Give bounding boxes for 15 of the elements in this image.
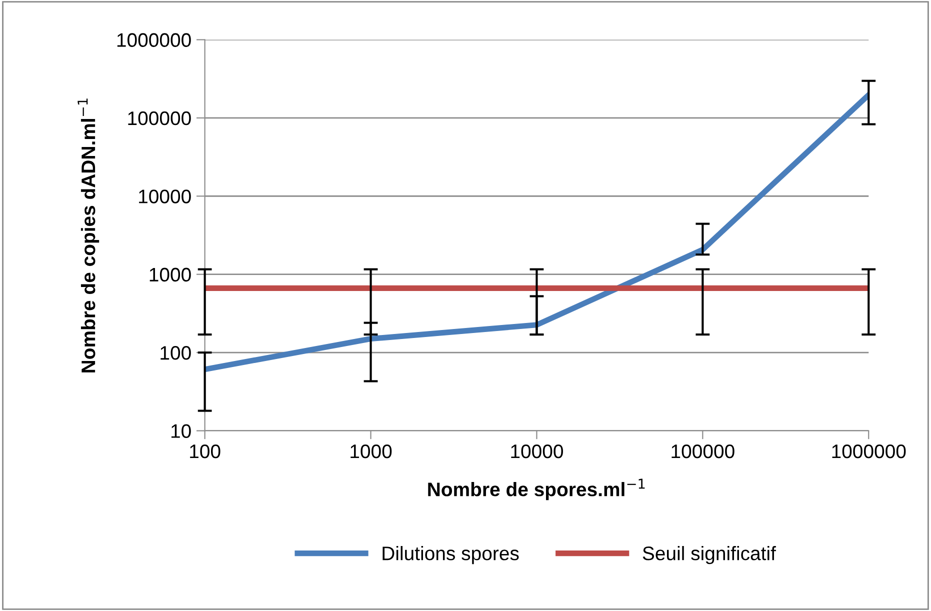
y-axis-title: Nombre de copies dADN.ml$^{−1}$ xyxy=(78,98,100,372)
x-axis-title: Nombre de spores.ml$^{−1}$ xyxy=(428,478,645,500)
x-tick-label: 100000 xyxy=(672,444,734,458)
legend-label: Dilutions spores xyxy=(382,546,519,564)
y-tick-label: 100 xyxy=(160,346,191,360)
y-tick-label: 10000 xyxy=(139,190,191,204)
legend-label: Seuil significatif xyxy=(642,546,776,564)
x-tick-label: 1000000 xyxy=(832,444,906,458)
y-tick-label: 1000 xyxy=(150,268,191,282)
x-tick-label: 1000 xyxy=(350,444,392,458)
x-tick-label: 100 xyxy=(190,444,220,458)
y-tick-label: 1000000 xyxy=(117,33,191,47)
y-tick-label: 10 xyxy=(171,424,191,438)
x-tick-label: 10000 xyxy=(511,444,563,458)
y-tick-label: 100000 xyxy=(128,111,191,126)
